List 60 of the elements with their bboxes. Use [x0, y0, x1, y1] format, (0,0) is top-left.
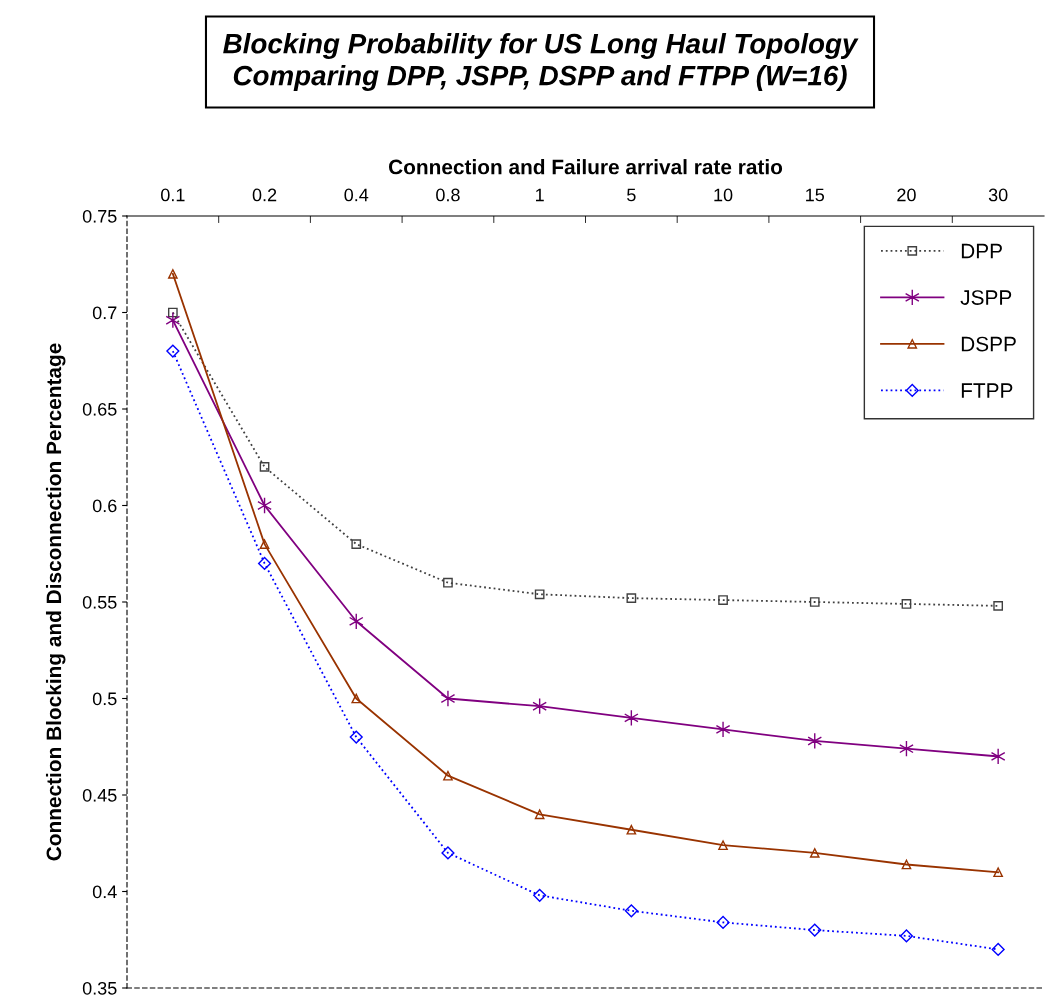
- point: [259, 462, 270, 472]
- point: [808, 923, 822, 937]
- y-tick-label: 0.45: [82, 788, 117, 802]
- point: [993, 600, 1004, 611]
- point: [718, 595, 728, 605]
- y-tick-label: 0.55: [82, 595, 117, 609]
- point: [715, 721, 731, 738]
- point: [901, 599, 912, 609]
- point: [351, 539, 362, 549]
- point: [349, 730, 363, 744]
- x-tick-label: 0.2: [252, 188, 277, 202]
- legend-label: JSPP: [960, 290, 1012, 305]
- y-tick-label: 0.4: [92, 885, 117, 899]
- y-axis-title: Connection Blocking and Disconnection Percentage: [45, 343, 66, 861]
- point: [809, 848, 820, 858]
- y-tick-label: 0.75: [82, 209, 117, 223]
- point: [257, 556, 272, 570]
- x-tick-label: 0.4: [344, 188, 369, 202]
- x-axis-title: Connection and Failure arrival rate ratio: [388, 159, 783, 175]
- point: [167, 269, 178, 279]
- x-tick-label: 1: [536, 188, 544, 202]
- point: [533, 888, 547, 902]
- y-tick-label: 0.6: [92, 499, 117, 513]
- x-tick-label: 0.1: [161, 188, 185, 202]
- point: [991, 942, 1005, 956]
- point: [899, 929, 914, 943]
- x-tick-label: 10: [714, 188, 733, 202]
- point: [440, 690, 456, 707]
- point: [624, 904, 638, 918]
- x-tick-label: 5: [627, 188, 636, 202]
- y-tick-label: 0.35: [82, 981, 117, 995]
- x-tick-label: 15: [806, 188, 825, 202]
- point: [809, 597, 820, 607]
- point: [718, 840, 728, 851]
- x-tick-label: 20: [897, 188, 916, 202]
- point: [166, 344, 180, 358]
- point: [351, 693, 362, 704]
- legend-label: FTPP: [961, 383, 1013, 398]
- x-tick-label: 30: [988, 188, 1008, 202]
- legend-label: DSPP: [961, 336, 1016, 352]
- y-tick-label: 0.65: [82, 402, 117, 416]
- point: [167, 307, 178, 318]
- point: [534, 809, 545, 820]
- legend-label: DPP: [961, 243, 1002, 259]
- point: [534, 589, 545, 600]
- point: [990, 748, 1006, 765]
- point: [443, 770, 453, 781]
- y-tick-label: 0.7: [92, 306, 117, 320]
- point: [626, 593, 637, 604]
- point: [626, 824, 637, 835]
- x-tick-label: 0.8: [436, 188, 460, 202]
- y-tick-label: 0.5: [92, 692, 117, 706]
- point: [993, 867, 1004, 878]
- point: [165, 311, 181, 329]
- point: [443, 577, 453, 588]
- point: [716, 915, 730, 929]
- point: [901, 859, 912, 870]
- point: [441, 846, 455, 860]
- chart-title: Blocking Probability for US Long Haul Topology Comparing DPP, JSPP, DSPP and FTPP (W=16): [223, 33, 859, 91]
- point: [259, 539, 270, 549]
